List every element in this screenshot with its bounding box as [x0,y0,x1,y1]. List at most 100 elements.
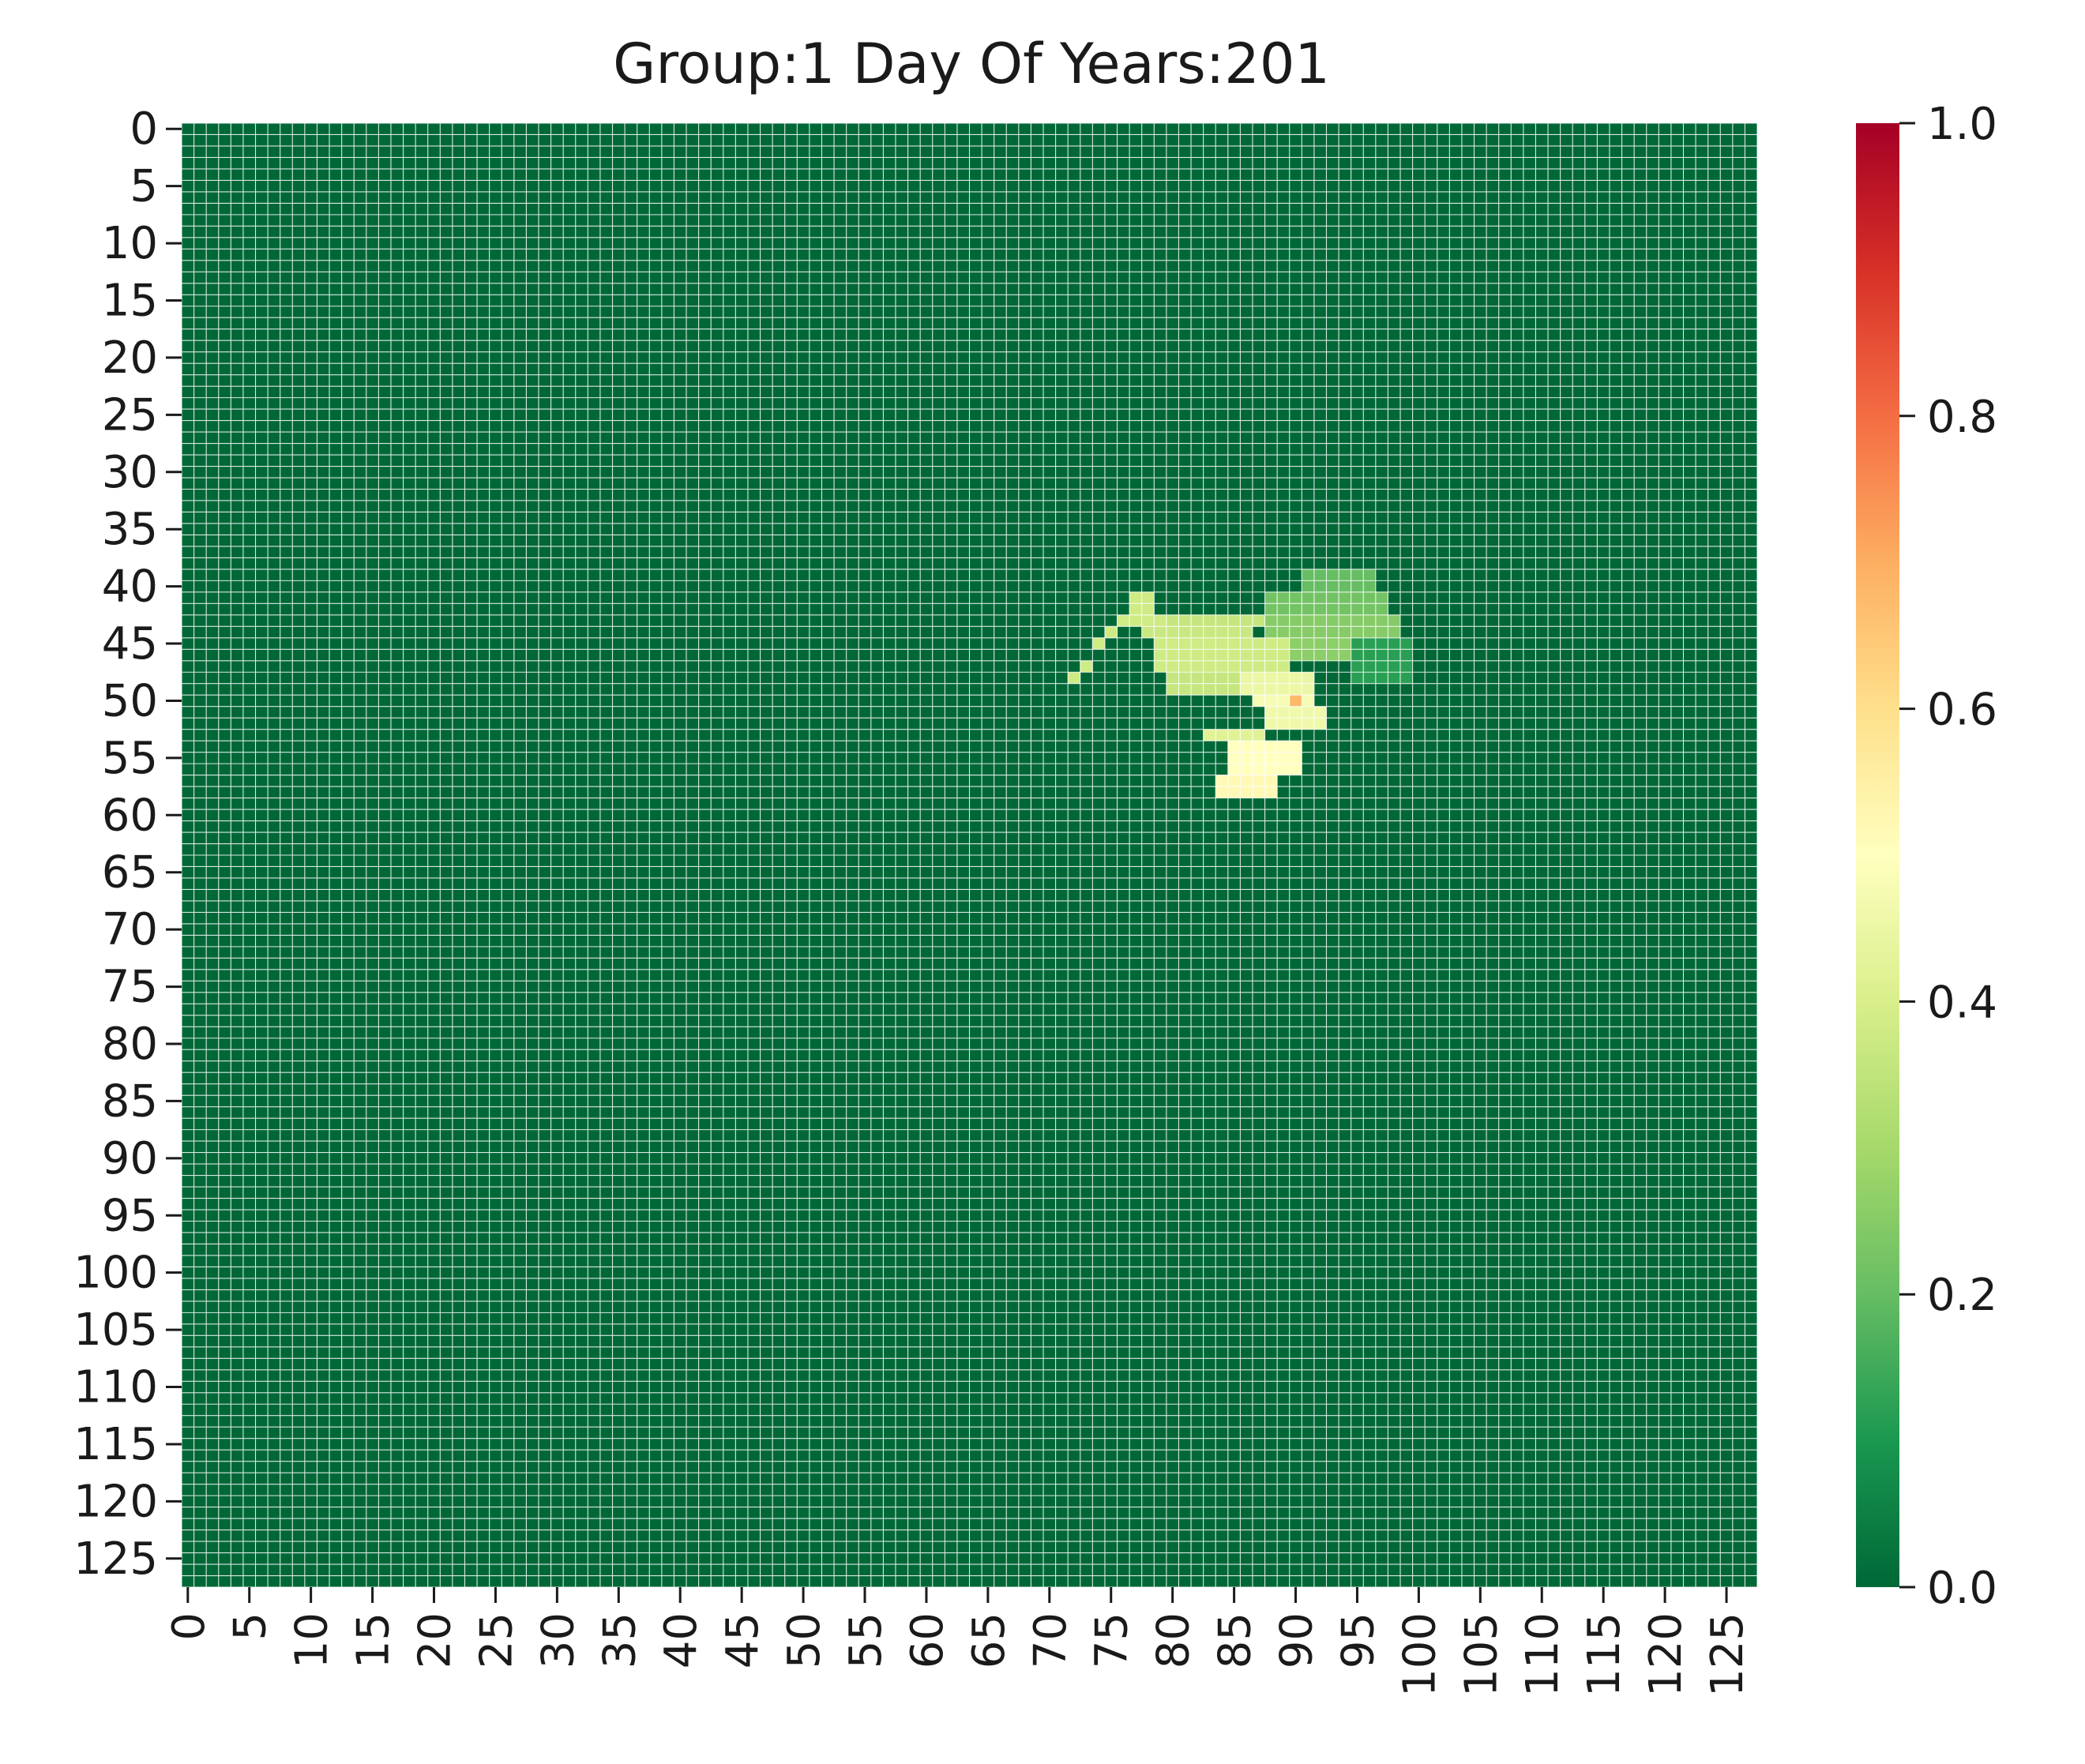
heatmap-cell [1326,591,1339,604]
heatmap-cell [1339,637,1351,650]
heatmap-cell [1240,775,1253,787]
heatmap-cell [1363,660,1376,673]
heatmap-cell [1375,672,1388,684]
heatmap-cell [1400,637,1413,650]
heatmap-cell [1129,591,1142,604]
heatmap-cell [1339,580,1351,592]
heatmap-cell [1178,660,1192,673]
heatmap-cell [1227,637,1241,650]
heatmap-cell [1203,672,1216,684]
heatmap-cell [1277,591,1290,604]
x-tick-label: 35 [594,1612,645,1668]
heatmap-cell [1277,660,1290,673]
heatmap-cell [1264,603,1278,615]
heatmap-cell [1277,672,1290,684]
colorbar-gradient [1856,123,1899,1587]
y-tick-label: 65 [102,847,158,899]
y-tick-label: 5 [130,161,158,212]
heatmap-cell [1302,637,1314,650]
heatmap-cell [1339,649,1351,661]
heatmap-cell [1141,591,1155,604]
heatmap-cell [1375,649,1388,661]
heatmap-cell [1215,729,1228,741]
heatmap-cell [1351,580,1364,592]
heatmap-cell [1313,580,1327,592]
y-tick-label: 35 [102,504,158,555]
heatmap-cell [1277,764,1290,775]
y-tick-label: 90 [102,1133,158,1184]
x-tick-label: 115 [1579,1612,1630,1697]
heatmap-cell [1289,591,1302,604]
x-tick-label: 45 [717,1612,768,1668]
heatmap-cell [1363,626,1376,638]
heatmap-cell [1178,614,1192,627]
heatmap-cell [1351,672,1364,684]
heatmap-cell [1264,718,1278,730]
heatmap-cell [1326,614,1339,627]
heatmap-cell [1227,614,1241,627]
heatmap-cell [1141,603,1155,615]
y-tick-label: 55 [102,733,158,784]
heatmap-cell [1178,626,1192,638]
x-tick-label: 125 [1702,1612,1753,1697]
heatmap-cell [1400,672,1413,684]
heatmap-cell [1240,637,1253,650]
heatmap-cell [1400,649,1413,661]
heatmap-cell [1351,660,1364,673]
heatmap-cell [1313,591,1327,604]
heatmap-cell [1375,603,1388,615]
heatmap-cell [1302,672,1314,684]
heatmap-cell [1068,672,1080,684]
colorbar-tick-label: 0.4 [1927,977,1997,1028]
heatmap-cell [1351,603,1364,615]
y-tick-label: 25 [102,389,158,441]
heatmap-cell [1313,637,1327,650]
heatmap-cell [1289,637,1302,650]
x-tick-label: 100 [1394,1612,1445,1697]
heatmap-cell [1277,706,1290,719]
heatmap-cell [1178,637,1192,650]
heatmap-cell [1166,672,1179,684]
heatmap-cell [1264,614,1278,627]
heatmap-cell [1264,695,1278,707]
heatmap-cell [1388,649,1401,661]
y-tick-label: 120 [73,1476,158,1527]
heatmap-cell [1289,672,1302,684]
heatmap-cell [1264,637,1278,650]
heatmap-cell [1363,591,1376,604]
chart-title: Group:1 Day Of Years:201 [613,32,1330,96]
heatmap-cell [1351,626,1364,638]
heatmap-cell [1215,672,1228,684]
heatmap-cell [1166,626,1179,638]
y-tick-label: 80 [102,1019,158,1070]
heatmap-cell [1215,626,1228,638]
heatmap-cell [1277,741,1290,753]
x-tick-label: 120 [1640,1612,1692,1697]
heatmap-cell [1227,729,1241,741]
heatmap-cell [1178,672,1192,684]
heatmap-cell [1264,706,1278,719]
heatmap-cell [1166,637,1179,650]
heatmap-cell [1240,729,1253,741]
x-tick-label: 85 [1210,1612,1261,1668]
heatmap-cell [1227,741,1241,753]
heatmap-cell [1388,637,1401,650]
x-tick-label: 30 [532,1612,584,1668]
colorbar-tick-label: 0.8 [1927,392,1997,443]
heatmap-cell [1363,569,1376,581]
heatmap-cell [1313,603,1327,615]
heatmap-cell [1363,637,1376,650]
heatmap-cell [1289,603,1302,615]
heatmap-cell [1252,695,1265,707]
heatmap-cell [1191,614,1204,627]
heatmap-cell [1191,683,1204,696]
heatmap-cell [1375,660,1388,673]
heatmap-cell [1240,786,1253,798]
heatmap-cell [1264,741,1278,753]
heatmap-cell [1351,614,1364,627]
heatmap-cell [1227,672,1241,684]
heatmap-cell [1215,649,1228,661]
y-tick-label: 30 [102,447,158,498]
heatmap-cell [1240,741,1253,753]
